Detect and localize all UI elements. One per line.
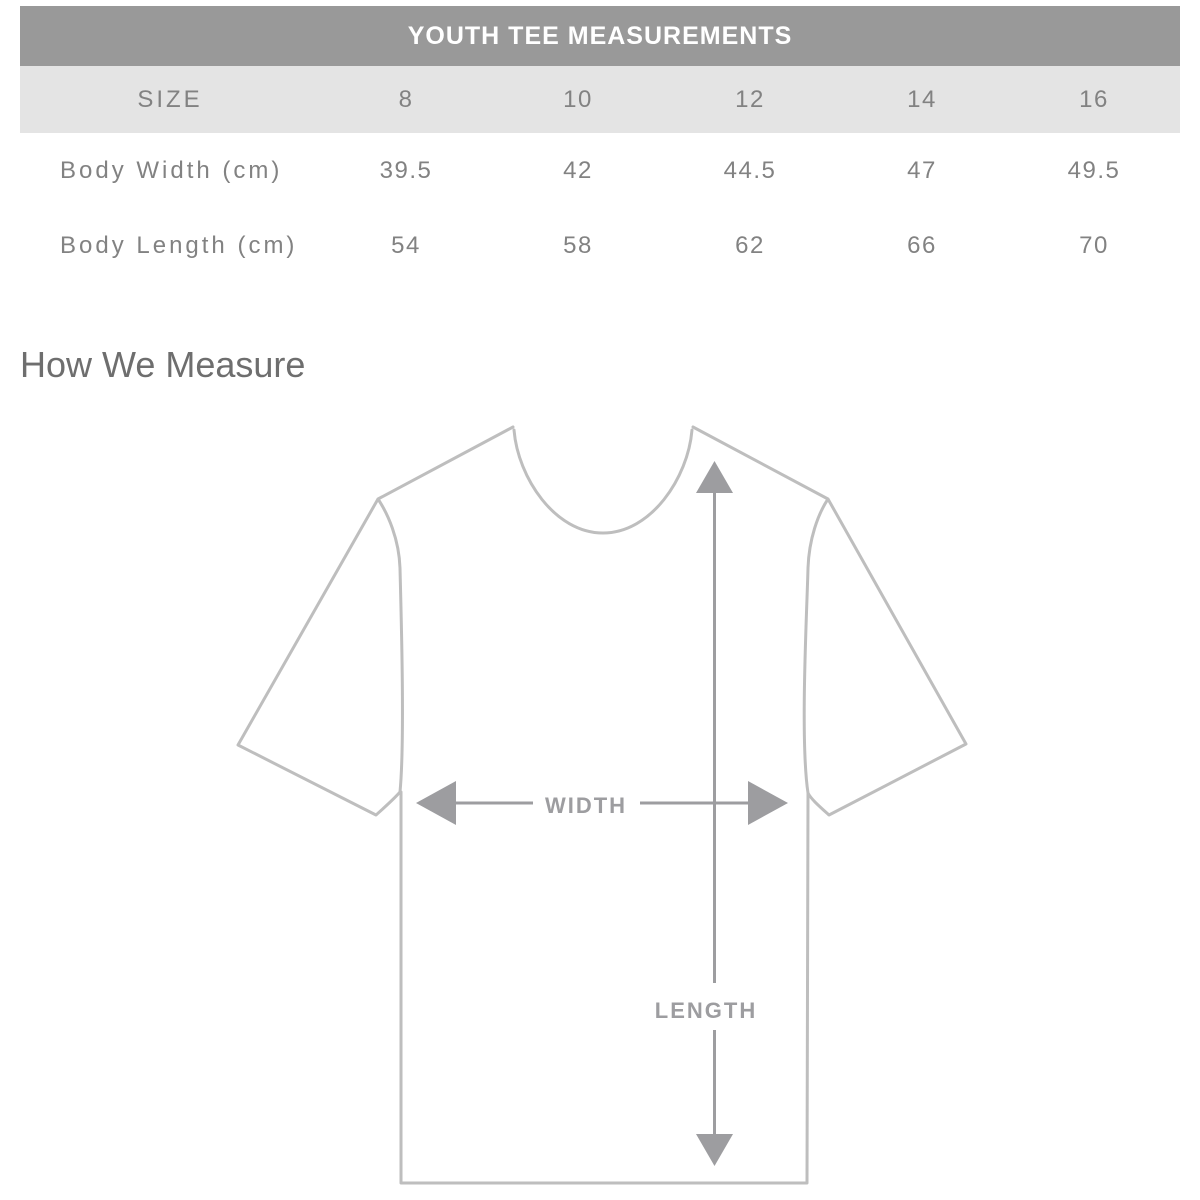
svg-text:LENGTH: LENGTH [655,998,757,1023]
svg-text:WIDTH: WIDTH [545,793,627,818]
